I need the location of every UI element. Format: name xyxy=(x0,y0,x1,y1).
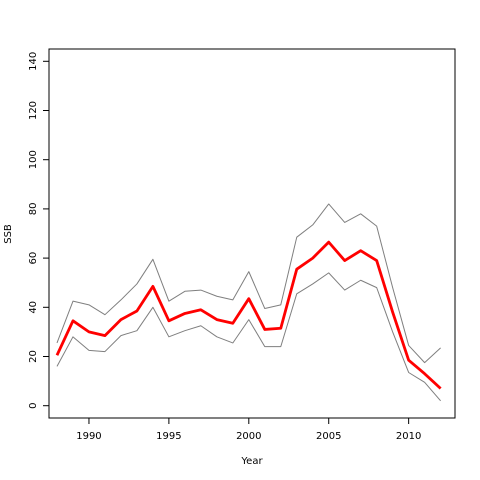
y-tick-label-60: 60 xyxy=(28,252,39,265)
x-tick-label-1995: 1995 xyxy=(156,431,181,442)
y-tick-label-40: 40 xyxy=(28,301,39,314)
y-axis: 0 20 40 60 80 100 120 140 xyxy=(28,52,50,409)
y-tick-label-100: 100 xyxy=(28,150,39,169)
x-axis-label: Year xyxy=(240,456,263,467)
y-axis-label: SSB xyxy=(3,224,14,244)
y-tick-label-20: 20 xyxy=(28,350,39,363)
y-tick-label-0: 0 xyxy=(28,403,39,409)
x-tick-label-2000: 2000 xyxy=(236,431,261,442)
series-layer xyxy=(55,203,442,402)
x-tick-label-2005: 2005 xyxy=(316,431,341,442)
y-tick-label-140: 140 xyxy=(28,52,39,71)
x-axis: 1990 1995 2000 2005 2010 xyxy=(76,417,421,442)
series-line-3 xyxy=(56,272,441,402)
x-tick-label-1990: 1990 xyxy=(76,431,101,442)
plot-frame xyxy=(48,48,456,419)
series-line-2 xyxy=(55,240,442,390)
y-tick-label-80: 80 xyxy=(28,203,39,216)
x-tick-label-2010: 2010 xyxy=(396,431,421,442)
series-line-1 xyxy=(56,203,441,364)
y-tick-label-120: 120 xyxy=(28,101,39,120)
